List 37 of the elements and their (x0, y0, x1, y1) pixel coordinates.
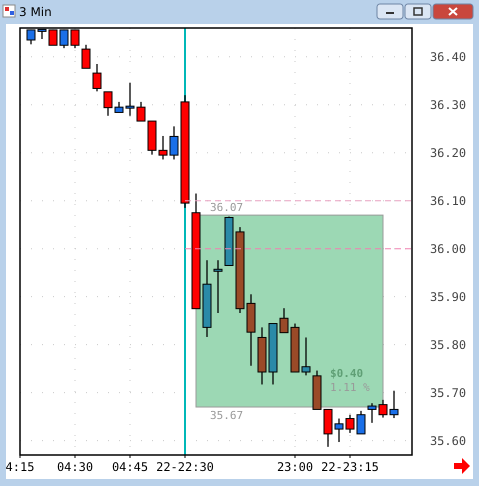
candlestick (356, 410, 366, 435)
candlestick (368, 402, 376, 424)
candlestick (92, 63, 102, 92)
chart-title: 3 Min (19, 5, 52, 19)
x-tick-label: 22-23:15 (321, 460, 379, 474)
candlestick (170, 126, 178, 160)
candlestick (114, 101, 124, 114)
candlestick (302, 336, 310, 376)
candlestick (334, 418, 344, 443)
y-tick-label: 36.20 (430, 146, 466, 160)
y-tick-label: 35.70 (430, 386, 466, 400)
y-tick-label: 36.00 (430, 242, 466, 256)
annotation: $0.40 (330, 367, 364, 380)
x-tick-label: 4:15 (6, 460, 34, 474)
candlestick (280, 308, 288, 334)
y-tick-label: 36.10 (430, 194, 466, 208)
y-tick-label: 35.80 (430, 338, 466, 352)
y-tick-label: 36.40 (430, 50, 466, 64)
candlestick (104, 91, 112, 116)
x-tick-label: 22-22:30 (156, 460, 214, 474)
candlestick (378, 399, 388, 418)
y-tick-label: 36.30 (430, 98, 466, 112)
annotation: 1.11 % (330, 381, 370, 394)
candlestick (390, 390, 398, 419)
candlestick (126, 82, 134, 116)
x-tick-label: 23:00 (276, 460, 314, 474)
x-tick-label: 04:30 (56, 460, 94, 474)
x-tick-label: 04:45 (112, 460, 148, 474)
candlestick (136, 101, 146, 122)
candlestick (158, 135, 168, 160)
annotation: 36.07 (210, 201, 244, 214)
candlestick (346, 414, 354, 434)
candlestick (214, 260, 222, 314)
candlestick (82, 44, 90, 69)
y-tick-label: 35.60 (430, 434, 466, 448)
annotation: 35.67 (210, 409, 244, 422)
y-tick-label: 35.90 (430, 290, 466, 304)
